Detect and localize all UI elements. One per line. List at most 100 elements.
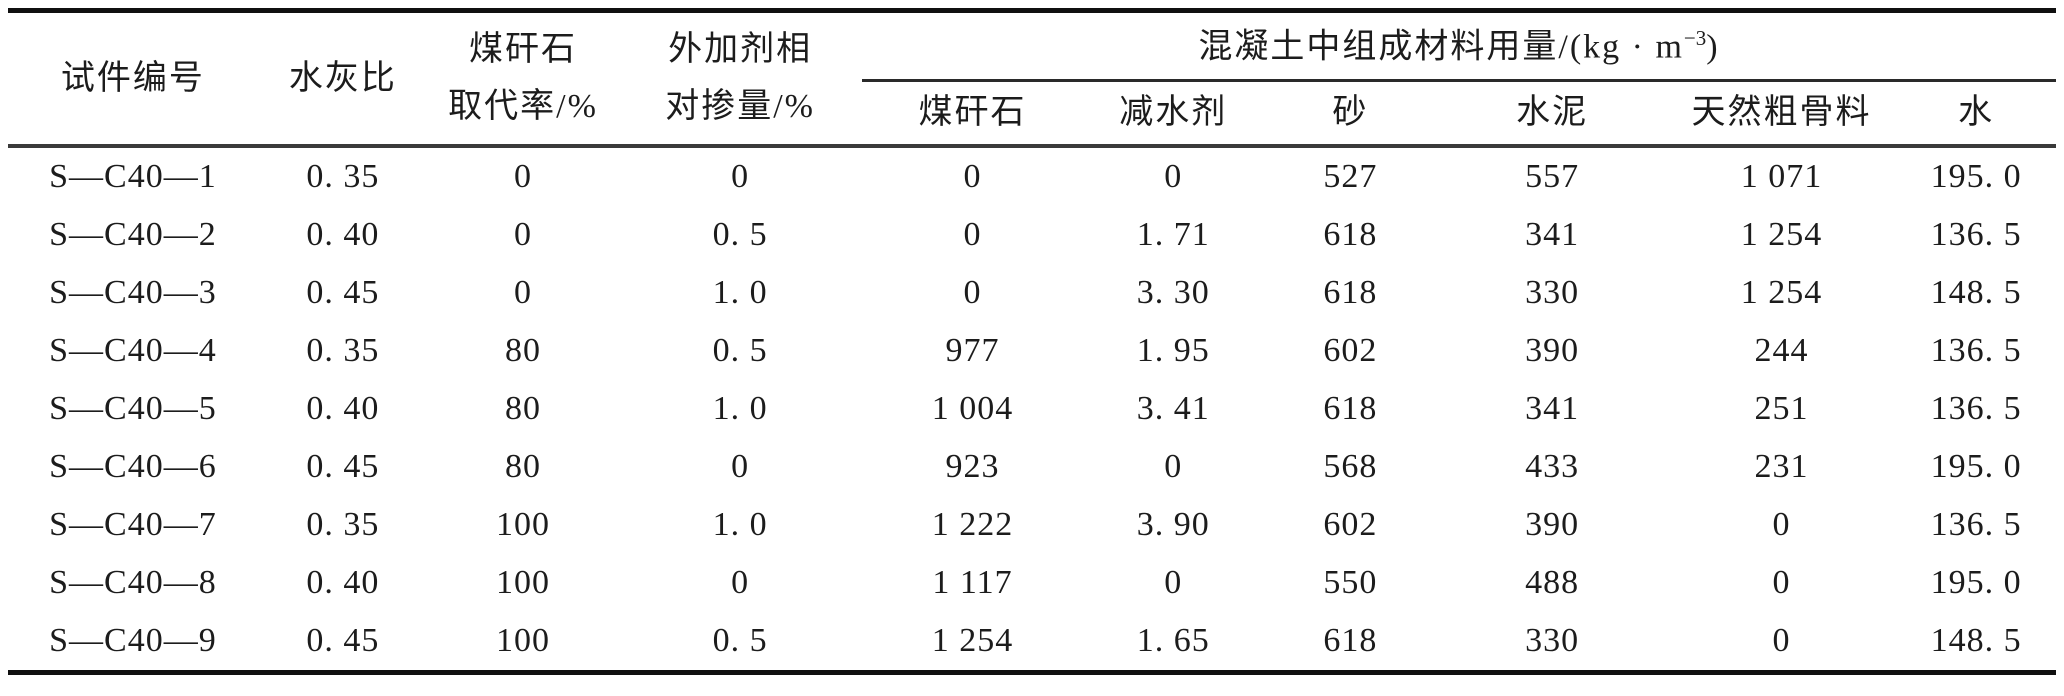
col-header-water-cement-ratio: 水灰比 bbox=[257, 10, 428, 148]
table-cell: 3. 90 bbox=[1136, 506, 1210, 544]
table-cell: 148. 5 bbox=[1930, 274, 2022, 312]
table-cell: 0 bbox=[514, 216, 533, 254]
table-cell: 557 bbox=[1525, 158, 1580, 196]
table-cell: 136. 5 bbox=[1930, 332, 2022, 370]
table-row: S—C40—7 0. 35 100 1. 0 1 222 3. 90 602 390 0 136.… bbox=[8, 496, 2056, 554]
table-cell: 0. 40 bbox=[306, 390, 380, 428]
table-cell: 0. 45 bbox=[306, 622, 380, 660]
table-cell: 100 bbox=[496, 622, 551, 660]
table-cell: 0 bbox=[1772, 506, 1791, 544]
table-cell: 568 bbox=[1323, 448, 1378, 486]
table-cell: S—C40—2 bbox=[49, 216, 217, 254]
table-cell: 100 bbox=[496, 506, 551, 544]
table-cell: 80 bbox=[505, 332, 542, 370]
table-cell: 0. 5 bbox=[712, 216, 768, 254]
table-cell: 1. 65 bbox=[1136, 622, 1210, 660]
col-header-water: 水 bbox=[1896, 80, 2056, 148]
col-header-natural-coarse-aggregate: 天然粗骨料 bbox=[1666, 80, 1897, 148]
table-cell: S—C40—4 bbox=[49, 332, 217, 370]
table-row: S—C40—8 0. 40 100 0 1 117 0 550 488 0 195. 0 bbox=[8, 554, 2056, 612]
group-header-superscript: −3 bbox=[1683, 25, 1707, 50]
table-cell: 1 254 bbox=[1740, 274, 1823, 312]
table-cell: 1 071 bbox=[1740, 158, 1823, 196]
table-body: S—C40—1 0. 35 0 0 0 0 527 557 1 071 195. 0 S—C40—2… bbox=[8, 146, 2056, 673]
col-header-admixture-relative-dosage: 外加剂相 对掺量/% bbox=[618, 10, 862, 148]
table-row: S—C40—1 0. 35 0 0 0 0 527 557 1 071 195. 0 bbox=[8, 146, 2056, 206]
table-cell: S—C40—3 bbox=[49, 274, 217, 312]
col-header-specimen-id: 试件编号 bbox=[8, 10, 258, 148]
table-row: S—C40—5 0. 40 80 1. 0 1 004 3. 41 618 341 251 136… bbox=[8, 380, 2056, 438]
table-cell: 0. 5 bbox=[712, 332, 768, 370]
table-cell: 977 bbox=[945, 332, 1000, 370]
col-header-line2: 对掺量/% bbox=[665, 87, 815, 125]
col-header-water-reducer: 减水剂 bbox=[1083, 80, 1264, 148]
col-header-coal-gangue: 煤矸石 bbox=[861, 80, 1084, 148]
table-cell: 195. 0 bbox=[1930, 158, 2022, 196]
table-cell: 602 bbox=[1323, 332, 1378, 370]
table-cell: 390 bbox=[1525, 332, 1580, 370]
table-cell: 618 bbox=[1323, 216, 1378, 254]
table-cell: 0. 35 bbox=[306, 158, 380, 196]
table-cell: 1 117 bbox=[932, 564, 1013, 602]
table-cell: 80 bbox=[505, 390, 542, 428]
table-cell: 618 bbox=[1323, 390, 1378, 428]
table-cell: 0. 5 bbox=[712, 622, 768, 660]
col-header-line1: 外加剂相 bbox=[668, 31, 813, 69]
table-cell: 0 bbox=[1772, 564, 1791, 602]
table-cell: 0 bbox=[514, 274, 533, 312]
table-cell: 1. 0 bbox=[712, 274, 768, 312]
table-header: 试件编号 水灰比 煤矸石 取代率/% 外加剂相 对掺量/% 混凝土中组成材料用量… bbox=[8, 10, 2056, 148]
table-cell: 195. 0 bbox=[1930, 564, 2022, 602]
table-cell: 0. 40 bbox=[306, 564, 380, 602]
table-cell: 488 bbox=[1525, 564, 1580, 602]
table-cell: 602 bbox=[1323, 506, 1378, 544]
table-cell: 148. 5 bbox=[1930, 622, 2022, 660]
table-cell: 0 bbox=[731, 564, 750, 602]
table-cell: 1. 0 bbox=[712, 390, 768, 428]
table-cell: 80 bbox=[505, 448, 542, 486]
table-cell: 0. 45 bbox=[306, 274, 380, 312]
table-cell: 0 bbox=[1164, 448, 1183, 486]
table-cell: 136. 5 bbox=[1930, 506, 2022, 544]
table-cell: 1. 95 bbox=[1136, 332, 1210, 370]
concrete-mix-proportion-table: 试件编号 水灰比 煤矸石 取代率/% 外加剂相 对掺量/% 混凝土中组成材料用量… bbox=[8, 8, 2056, 675]
table-cell: 195. 0 bbox=[1930, 448, 2022, 486]
table-cell: 244 bbox=[1754, 332, 1809, 370]
table-cell: 100 bbox=[496, 564, 551, 602]
table-cell: 136. 5 bbox=[1930, 216, 2022, 254]
table-cell: 231 bbox=[1754, 448, 1809, 486]
table-cell: 0 bbox=[514, 158, 533, 196]
table-cell: 433 bbox=[1525, 448, 1580, 486]
table-cell: 136. 5 bbox=[1930, 390, 2022, 428]
paper-table-figure: 试件编号 水灰比 煤矸石 取代率/% 外加剂相 对掺量/% 混凝土中组成材料用量… bbox=[0, 8, 2064, 696]
table-cell: S—C40—8 bbox=[49, 564, 217, 602]
table-cell: 0 bbox=[1164, 158, 1183, 196]
table-cell: S—C40—5 bbox=[49, 390, 217, 428]
table-row: S—C40—6 0. 45 80 0 923 0 568 433 231 195. 0 bbox=[8, 438, 2056, 496]
table-row: S—C40—2 0. 40 0 0. 5 0 1. 71 618 341 1 254 136. 5 bbox=[8, 206, 2056, 264]
col-header-line2: 取代率/% bbox=[448, 87, 598, 125]
table-cell: 390 bbox=[1525, 506, 1580, 544]
table-cell: 0 bbox=[1772, 622, 1791, 660]
table-row: S—C40—9 0. 45 100 0. 5 1 254 1. 65 618 330 0 148.… bbox=[8, 612, 2056, 673]
table-cell: 550 bbox=[1323, 564, 1378, 602]
table-cell: 1. 0 bbox=[712, 506, 768, 544]
table-cell: S—C40—9 bbox=[49, 622, 217, 660]
table-cell: 618 bbox=[1323, 274, 1378, 312]
group-header-close-paren: ) bbox=[1706, 28, 1720, 66]
table-cell: 0 bbox=[963, 274, 982, 312]
table-cell: 0 bbox=[963, 158, 982, 196]
table-cell: 1 004 bbox=[931, 390, 1014, 428]
col-header-material-amounts-group: 混凝土中组成材料用量/(kg · m−3) bbox=[861, 10, 2056, 82]
table-cell: 618 bbox=[1323, 622, 1378, 660]
table-cell: 923 bbox=[945, 448, 1000, 486]
table-cell: 341 bbox=[1525, 390, 1580, 428]
table-cell: S—C40—1 bbox=[49, 158, 217, 196]
table-cell: 1 222 bbox=[931, 506, 1014, 544]
group-header-text: 混凝土中组成材料用量/(kg · m bbox=[1198, 28, 1684, 66]
table-cell: 251 bbox=[1754, 390, 1809, 428]
table-row: S—C40—3 0. 45 0 1. 0 0 3. 30 618 330 1 254 148. 5 bbox=[8, 264, 2056, 322]
table-cell: 0 bbox=[963, 216, 982, 254]
table-cell: 0. 40 bbox=[306, 216, 380, 254]
table-cell: 0 bbox=[1164, 564, 1183, 602]
